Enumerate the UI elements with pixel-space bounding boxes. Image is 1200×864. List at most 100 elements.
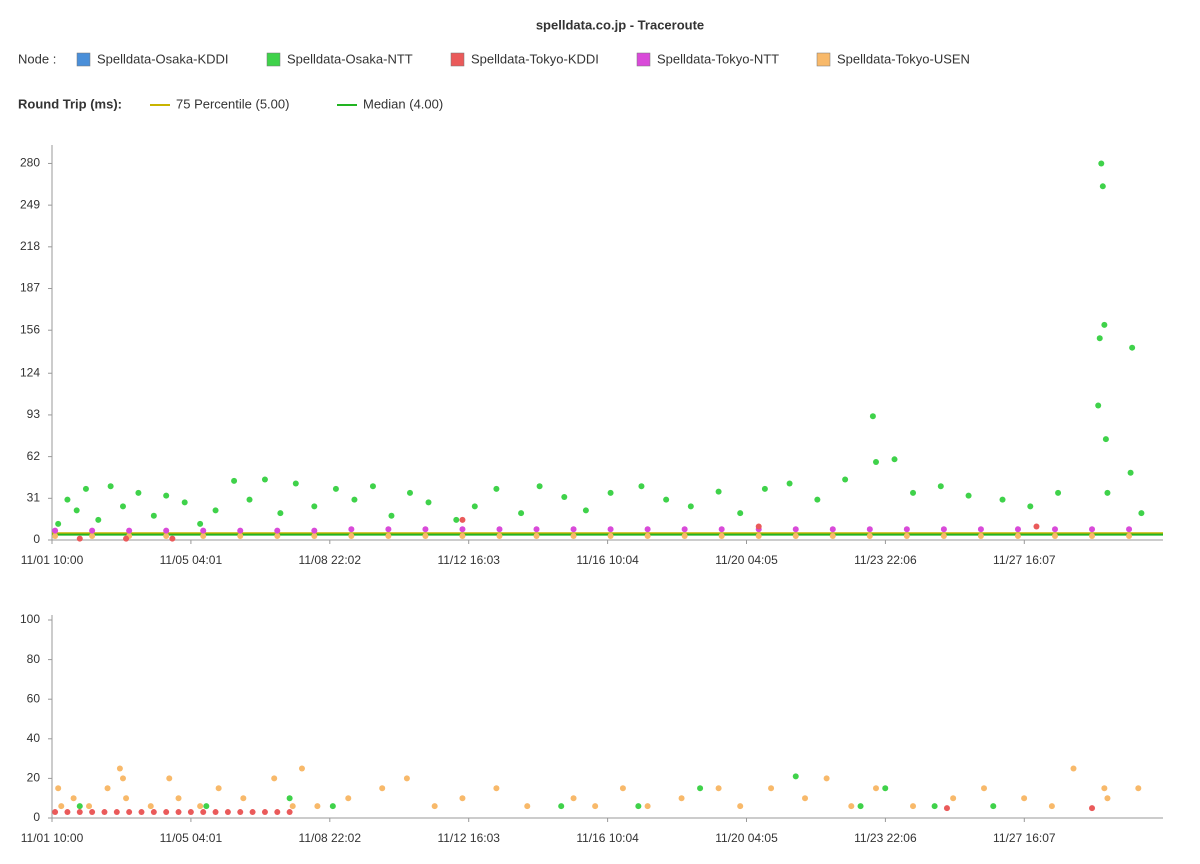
data-point — [1055, 489, 1062, 496]
data-point — [237, 527, 244, 534]
data-point — [891, 456, 898, 463]
data-point — [271, 775, 278, 782]
data-point — [86, 803, 93, 810]
data-point — [681, 526, 688, 533]
data-point — [607, 489, 614, 496]
data-point — [582, 507, 589, 514]
data-point — [150, 809, 157, 816]
legend-swatch[interactable] — [450, 52, 465, 67]
data-point — [163, 492, 170, 499]
data-point — [592, 803, 599, 810]
data-point — [931, 803, 938, 810]
x-tick-label: 11/27 16:07 — [993, 831, 1056, 845]
data-point — [379, 785, 386, 792]
data-point — [1089, 526, 1096, 533]
data-point — [1129, 344, 1136, 351]
x-tick-label: 11/27 16:07 — [993, 553, 1056, 567]
data-point — [1096, 335, 1103, 342]
data-point — [459, 532, 466, 539]
data-point — [792, 526, 799, 533]
data-point — [718, 526, 725, 533]
data-point — [332, 485, 339, 492]
data-point — [200, 809, 207, 816]
data-point — [635, 803, 642, 810]
legend-swatch[interactable] — [816, 52, 831, 67]
data-point — [950, 795, 957, 802]
legend-label[interactable]: Spelldata-Osaka-KDDI — [97, 51, 229, 66]
legend-label[interactable]: Spelldata-Tokyo-KDDI — [471, 51, 599, 66]
data-point — [1095, 402, 1102, 409]
data-point — [224, 809, 231, 816]
data-point — [52, 532, 59, 539]
data-point — [126, 809, 133, 816]
data-point — [197, 803, 204, 810]
data-point — [163, 809, 170, 816]
data-point — [422, 526, 429, 533]
node-label: Node : — [18, 51, 56, 66]
legend-label[interactable]: Spelldata-Tokyo-USEN — [837, 51, 970, 66]
data-point — [197, 520, 204, 527]
data-point — [1089, 532, 1096, 539]
chart-title: spelldata.co.jp - Traceroute — [536, 17, 704, 32]
data-point — [237, 809, 244, 816]
data-point — [76, 535, 83, 542]
data-point — [1033, 523, 1040, 530]
data-point — [203, 803, 210, 810]
data-point — [249, 809, 256, 816]
data-point — [869, 413, 876, 420]
data-point — [965, 492, 972, 499]
y-tick-label: 40 — [27, 731, 41, 745]
data-point — [286, 809, 293, 816]
data-point — [231, 477, 238, 484]
data-point — [345, 795, 352, 802]
x-tick-label: 11/16 10:04 — [576, 553, 639, 567]
data-point — [1126, 526, 1133, 533]
data-point — [910, 803, 917, 810]
legend-label[interactable]: Spelldata-Tokyo-NTT — [657, 51, 779, 66]
x-tick-label: 11/12 16:03 — [437, 553, 500, 567]
legend-swatch[interactable] — [636, 52, 651, 67]
data-point — [1101, 321, 1108, 328]
data-point — [737, 803, 744, 810]
data-point — [981, 785, 988, 792]
y-tick-label: 187 — [20, 281, 40, 295]
data-point — [493, 485, 500, 492]
data-point — [829, 526, 836, 533]
data-point — [558, 803, 565, 810]
legend-label: 75 Percentile (5.00) — [176, 96, 289, 111]
legend-swatch[interactable] — [266, 52, 281, 67]
data-point — [496, 526, 503, 533]
data-point — [940, 532, 947, 539]
legend-swatch[interactable] — [76, 52, 91, 67]
data-point — [64, 809, 71, 816]
data-point — [910, 489, 917, 496]
data-point — [715, 488, 722, 495]
legend-label[interactable]: Spelldata-Osaka-NTT — [287, 51, 413, 66]
data-point — [95, 516, 102, 523]
data-point — [829, 532, 836, 539]
data-point — [403, 775, 410, 782]
data-point — [175, 809, 182, 816]
data-point — [55, 785, 62, 792]
y-tick-label: 0 — [33, 810, 40, 824]
data-point — [1098, 160, 1105, 167]
data-point — [113, 809, 120, 816]
data-point — [1014, 526, 1021, 533]
data-point — [1070, 765, 1077, 772]
data-point — [425, 499, 432, 506]
data-point — [872, 785, 879, 792]
data-point — [977, 526, 984, 533]
data-point — [200, 532, 207, 539]
data-point — [866, 532, 873, 539]
data-point — [1126, 532, 1133, 539]
data-point — [681, 532, 688, 539]
y-tick-label: 0 — [33, 532, 40, 546]
data-point — [274, 527, 281, 534]
data-point — [70, 795, 77, 802]
data-point — [237, 532, 244, 539]
data-point — [1027, 503, 1034, 510]
data-point — [561, 493, 568, 500]
data-point — [277, 510, 284, 517]
legend: Node : Round Trip (ms): — [18, 51, 122, 111]
y-tick-label: 124 — [20, 365, 40, 379]
